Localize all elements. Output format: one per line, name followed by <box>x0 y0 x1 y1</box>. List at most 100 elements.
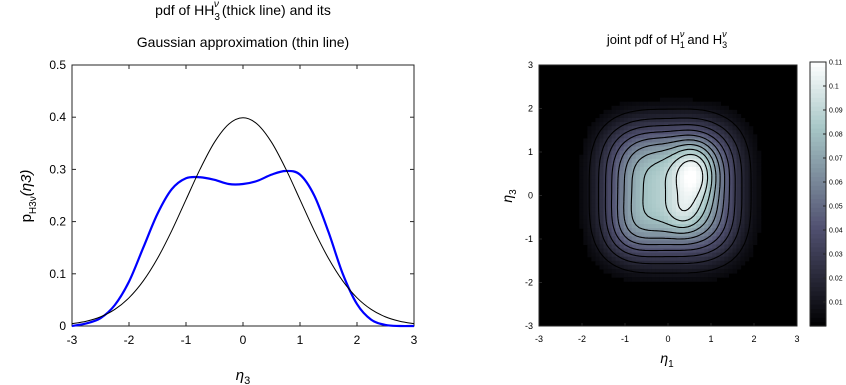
heatmap-cell <box>688 171 693 176</box>
heatmap-cell <box>599 244 605 250</box>
colorbar-band <box>810 290 826 296</box>
heatmap-cell <box>623 236 629 241</box>
heatmap-cell <box>716 134 722 140</box>
heatmap-cell <box>724 244 730 250</box>
heatmap-cell <box>680 179 685 184</box>
heatmap-cell <box>599 240 605 246</box>
heatmap-cell <box>639 240 645 246</box>
heatmap-cell <box>672 207 677 213</box>
heatmap-cell <box>672 118 677 123</box>
heatmap-cell <box>639 126 645 131</box>
heatmap-cell <box>643 215 649 221</box>
heatmap-cell <box>647 232 653 237</box>
heatmap-cell <box>752 224 758 229</box>
heatmap-cell <box>635 179 641 184</box>
heatmap-cell <box>607 264 613 270</box>
heatmap-cell <box>676 175 681 180</box>
heatmap-cell <box>647 203 653 209</box>
heatmap-cell <box>627 191 633 197</box>
heatmap-cell <box>655 109 661 115</box>
heatmap-cell <box>692 236 697 241</box>
heatmap-cell <box>712 228 717 233</box>
heatmap-cell <box>639 146 645 152</box>
heatmap-cell <box>647 142 653 148</box>
heatmap-cell <box>611 166 617 172</box>
heatmap-cell <box>716 272 722 278</box>
colorbar-band <box>810 101 826 107</box>
heatmap-cell <box>752 179 758 184</box>
heatmap-cell <box>756 187 762 193</box>
heatmap-cell <box>611 232 617 237</box>
heatmap-cell <box>635 203 641 209</box>
heatmap-cell <box>639 105 645 111</box>
heatmap-cell <box>716 224 722 229</box>
heatmap-cell <box>647 113 653 119</box>
heatmap-cell <box>631 162 637 168</box>
heatmap-cell <box>611 171 617 176</box>
heatmap-cell <box>728 150 734 156</box>
heatmap-cell <box>615 248 621 254</box>
heatmap-cell <box>744 191 750 197</box>
heatmap-cell <box>712 158 717 164</box>
heatmap-cell <box>668 215 673 221</box>
heatmap-cell <box>692 219 697 225</box>
heatmap-cell <box>635 175 641 180</box>
heatmap-cell <box>607 175 613 180</box>
heatmap-cell <box>708 113 713 119</box>
heatmap-cell <box>619 122 625 127</box>
colorbar-band <box>810 189 826 195</box>
colorbar-band <box>810 277 826 283</box>
colorbar-band <box>810 251 826 257</box>
contours <box>588 108 752 274</box>
heatmap-cell <box>663 171 669 176</box>
right-ylabel-sub: 3 <box>508 189 519 195</box>
heatmap-cell <box>692 244 697 250</box>
heatmap-cell <box>631 199 637 205</box>
heatmap-cell <box>696 236 701 241</box>
heatmap-cell <box>752 199 758 205</box>
heatmap-cell <box>680 264 685 270</box>
heatmap-cell <box>591 256 597 262</box>
heatmap-cell <box>744 166 750 172</box>
heatmap-cell <box>631 113 637 119</box>
heatmap-cell <box>672 183 677 188</box>
heatmap-cell <box>599 199 605 205</box>
heatmap-cell <box>692 134 697 140</box>
heatmap-cell <box>712 175 717 180</box>
heatmap-cell <box>595 183 601 188</box>
colorbar-band <box>810 136 826 142</box>
heatmap-cell <box>647 101 653 107</box>
right-ytick-label: 1 <box>528 147 533 157</box>
heatmap-cell <box>668 175 673 180</box>
colorbar-band <box>810 312 826 318</box>
heatmap-cell <box>631 215 637 221</box>
heatmap-cell <box>619 211 625 217</box>
heatmap-cell <box>688 134 693 140</box>
heatmap-cell <box>663 126 669 131</box>
heatmap-cell <box>651 240 657 246</box>
colorbar-band <box>810 176 826 182</box>
heatmap-cell <box>631 224 637 229</box>
left-ytick-label: 0.2 <box>49 215 66 229</box>
heatmap-cell <box>647 215 653 221</box>
left-plot-box <box>71 64 415 327</box>
heatmap-cell <box>692 122 697 127</box>
heatmap-cell <box>655 138 661 144</box>
heatmap-cell <box>631 187 637 193</box>
heatmap-cell <box>740 138 746 144</box>
heatmap-cell <box>615 260 621 266</box>
heatmap-cell <box>668 126 673 131</box>
heatmap-cell <box>583 146 588 152</box>
heatmap-cell <box>704 195 709 201</box>
heatmap-cell <box>752 175 758 180</box>
heatmap-cell <box>724 113 730 119</box>
heatmap-cell <box>607 203 613 209</box>
heatmap-cell <box>599 122 605 127</box>
right-xlabel-base: η <box>660 350 668 366</box>
heatmap-cell <box>579 175 584 180</box>
heatmap-cell <box>663 158 669 164</box>
heatmap-cell <box>688 268 693 274</box>
left-ytick-label: 0.5 <box>49 58 66 72</box>
heatmap-cell <box>728 264 734 270</box>
colorbar-tick-label: 0.09 <box>829 108 843 115</box>
